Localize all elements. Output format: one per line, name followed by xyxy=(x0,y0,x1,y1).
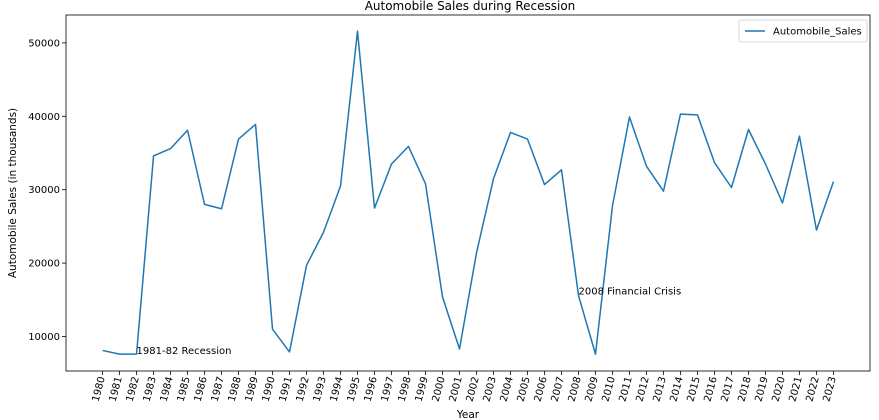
annotation-label: 1981-82 Recession xyxy=(137,346,232,357)
y-tick-label: 50000 xyxy=(28,38,60,49)
legend-box xyxy=(738,19,868,43)
y-axis: 10000 20000 30000 40000 50000 xyxy=(28,38,66,343)
x-axis-label: Year xyxy=(456,409,480,420)
y-tick-label: 20000 xyxy=(28,259,60,270)
plot-frame xyxy=(65,14,871,372)
y-tick-label: 40000 xyxy=(28,112,60,123)
annotation-label: 2008 Financial Crisis xyxy=(578,286,681,297)
series-layer xyxy=(102,30,835,355)
series-line-automobile-sales xyxy=(102,30,835,355)
legend: Automobile_Sales xyxy=(738,19,868,43)
y-tick-label: 10000 xyxy=(28,332,60,343)
chart-title: Automobile Sales during Recession xyxy=(365,0,576,13)
legend-label: Automobile_Sales xyxy=(773,27,862,38)
y-tick-label: 30000 xyxy=(28,185,60,196)
annotation-layer: 1981-82 Recession 2008 Financial Crisis xyxy=(137,286,682,356)
y-axis-label: Automobile Sales (in thousands) xyxy=(7,108,19,278)
